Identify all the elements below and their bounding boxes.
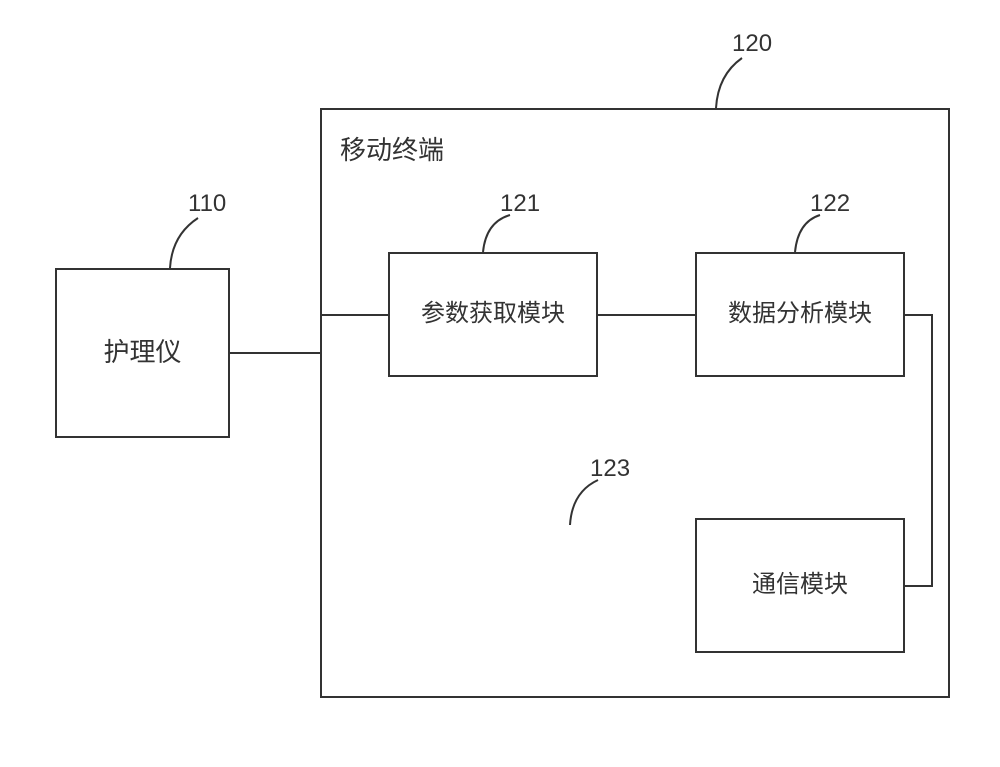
leader-123 <box>0 0 1000 767</box>
conn-bus-to-comm <box>905 585 933 587</box>
conn-vert-bus <box>931 314 933 587</box>
conn-outer-to-container <box>230 352 320 354</box>
diagram-canvas: 护理仪 移动终端 参数获取模块 数据分析模块 通信模块 110 120 121 … <box>0 0 1000 767</box>
conn-container-to-param <box>320 314 388 316</box>
conn-param-to-analysis <box>598 314 695 316</box>
conn-analysis-right <box>905 314 933 316</box>
